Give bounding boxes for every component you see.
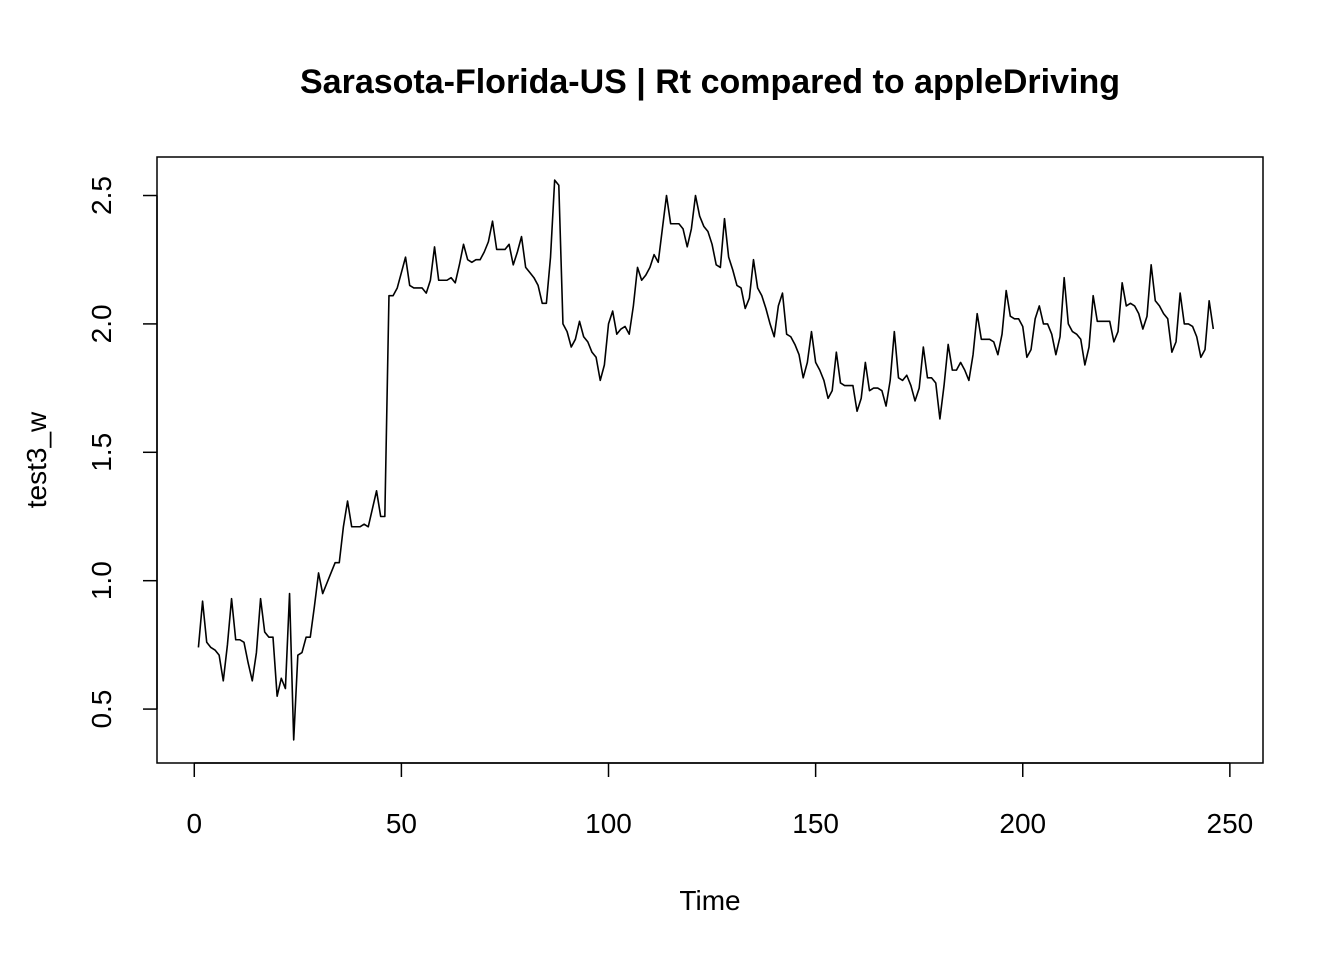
y-axis: 0.5 1.0 1.5 2.0 2.5: [86, 176, 158, 729]
x-tick-label: 150: [792, 808, 839, 839]
y-axis-label: test3_w: [21, 411, 52, 508]
x-axis-label: Time: [679, 885, 740, 916]
x-tick-label: 200: [999, 808, 1046, 839]
series-line: [197, 179, 1215, 741]
y-tick-label: 2.0: [86, 304, 117, 343]
y-tick-label: 1.5: [86, 433, 117, 472]
x-tick-label: 250: [1207, 808, 1254, 839]
x-tick-label: 100: [585, 808, 632, 839]
y-tick-label: 2.5: [86, 176, 117, 215]
x-tick-label: 0: [186, 808, 202, 839]
plot-frame: [156, 156, 1264, 764]
x-tick-label: 50: [386, 808, 417, 839]
y-tick-label: 1.0: [86, 561, 117, 600]
y-tick-label: 0.5: [86, 690, 117, 729]
chart-title: Sarasota-Florida-US | Rt compared to app…: [300, 63, 1120, 101]
x-axis: 0 50 100 150 200 250: [186, 762, 1254, 839]
